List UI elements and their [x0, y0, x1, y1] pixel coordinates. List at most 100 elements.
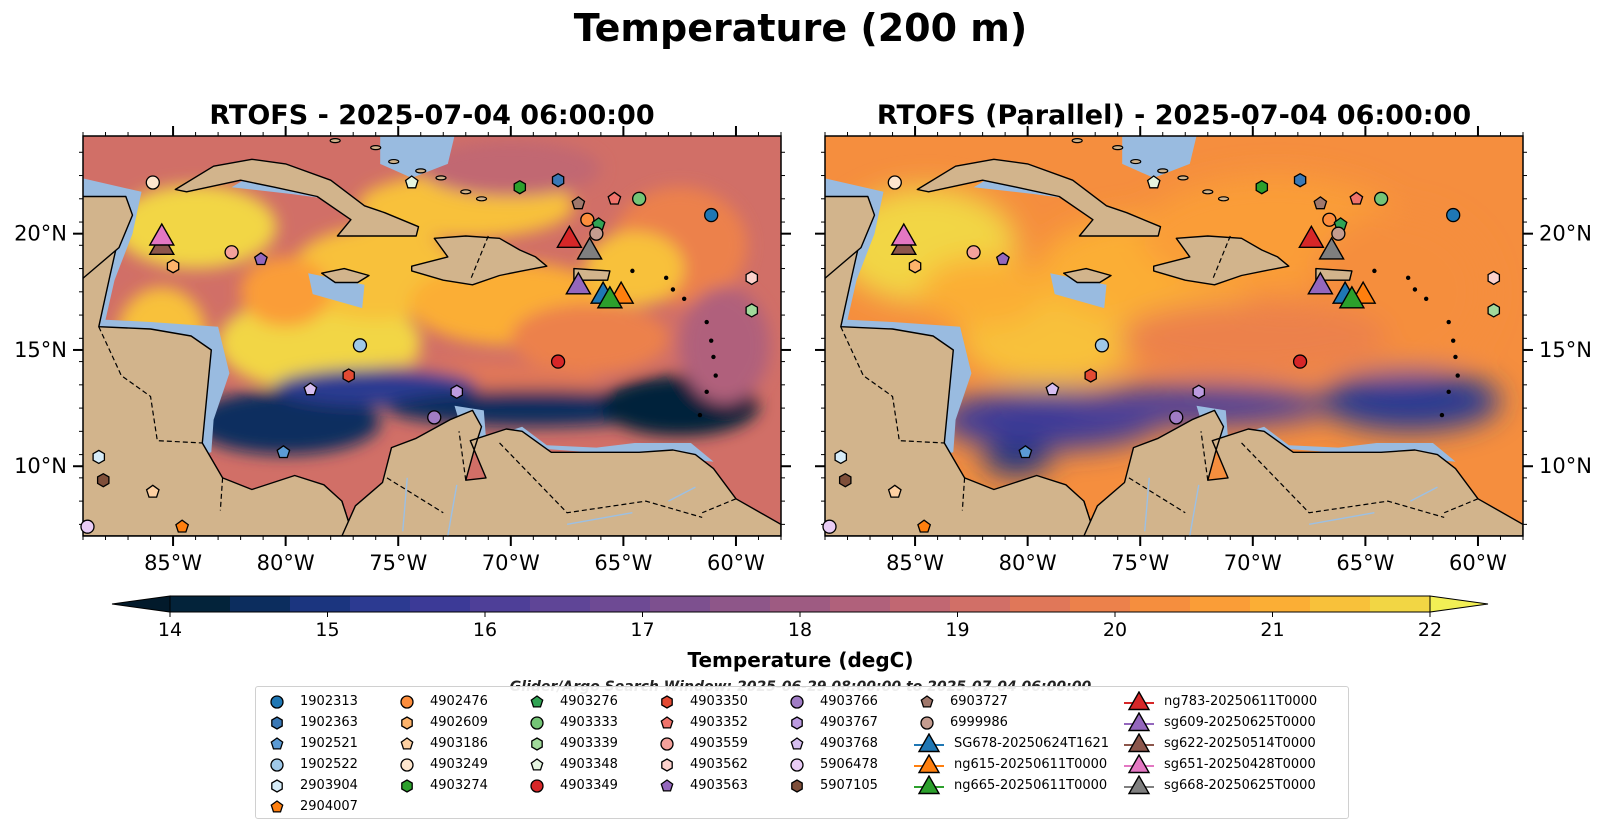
legend-label: 6999986	[950, 715, 1008, 730]
legend-label: 1902522	[300, 757, 358, 772]
float-marker-4903352	[607, 191, 622, 205]
x-tick-label: 80°W	[257, 551, 315, 575]
legend-marker-icon	[920, 715, 934, 730]
legend-marker-icon	[920, 694, 934, 708]
legend-item-ng615: ng615-20250611T0000	[914, 753, 1109, 775]
float-marker-4903348	[404, 175, 419, 189]
y-tick-label: 20°N	[1539, 222, 1592, 246]
float-marker-4903563	[995, 252, 1010, 266]
colorbar-segment	[1250, 596, 1311, 612]
float-marker-4903562	[1487, 270, 1501, 286]
legend-marker-icon	[270, 757, 284, 772]
legend-label: ng665-20250611T0000	[954, 778, 1108, 793]
float-marker-1902363	[551, 172, 565, 188]
legend-label: 4903767	[820, 715, 878, 730]
colorbar-segment	[170, 596, 231, 612]
colorbar-segment	[350, 596, 411, 612]
colorbar-label: Temperature (degC)	[687, 648, 914, 672]
glider-marker-ng665	[596, 285, 624, 309]
float-marker-4903766	[1169, 410, 1184, 425]
x-tick-label: 65°W	[1336, 551, 1394, 575]
legend-column: 4903350 4903352 4903559 4903562 4903563	[654, 691, 748, 796]
float-marker-4903349	[1292, 354, 1308, 369]
figure-title: Temperature (200 m)	[573, 6, 1028, 50]
legend: 1902313 1902363 1902521 1902522 2903904 29040…	[255, 686, 1349, 819]
glider-marker-ng783	[556, 224, 583, 249]
float-marker-6999986	[589, 226, 604, 241]
legend-marker-icon	[791, 778, 803, 793]
x-tick-label: 85°W	[144, 551, 202, 575]
legend-item-sg678: SG678-20250624T1621	[914, 732, 1110, 754]
float-marker-4903274	[1255, 179, 1269, 195]
float-marker-5907105	[96, 472, 110, 488]
colorbar-segment	[830, 596, 891, 612]
float-marker-1902313	[704, 207, 719, 223]
colorbar-tick-label: 15	[315, 619, 339, 641]
colorbar-segment	[1070, 596, 1131, 612]
y-tick-label: 15°N	[1539, 338, 1592, 362]
float-marker-4903559	[224, 245, 239, 260]
float-marker-5907105	[838, 472, 852, 488]
legend-label: 5907105	[820, 778, 878, 793]
float-marker-2903904	[92, 449, 106, 465]
float-marker-4903186	[145, 484, 160, 498]
legend-item-1902522: 1902522	[264, 754, 358, 775]
float-marker-4903339	[1487, 303, 1501, 318]
colorbar-segment	[890, 596, 951, 612]
legend-label: SG678-20250624T1621	[954, 736, 1110, 751]
legend-column: 6903727 6999986 SG678-20250624T1621 ng615-2…	[914, 691, 1109, 796]
colorbar-segment	[290, 596, 351, 612]
legend-marker-icon	[1127, 711, 1151, 731]
legend-marker-icon	[661, 757, 673, 772]
legend-label: 4903352	[690, 715, 748, 730]
legend-item-4903562: 4903562	[654, 754, 748, 775]
float-marker-4903249	[887, 175, 902, 190]
legend-item-6903727: 6903727	[914, 691, 1109, 712]
colorbar-segment	[770, 596, 831, 612]
legend-marker-icon	[790, 694, 804, 709]
float-marker-6903727	[571, 196, 586, 210]
legend-marker-icon	[917, 774, 941, 794]
colorbar-segment	[230, 596, 291, 612]
float-marker-1902363	[1293, 172, 1307, 188]
legend-label: 4903333	[560, 715, 618, 730]
legend-marker-icon	[270, 799, 284, 813]
x-tick-label: 70°W	[1224, 551, 1282, 575]
x-tick-label: 60°W	[707, 551, 765, 575]
colorbar-segment	[1370, 596, 1431, 612]
float-marker-1902521	[1018, 444, 1033, 459]
legend-label: sg622-20250514T0000	[1164, 736, 1316, 751]
legend-label: 4903562	[690, 757, 748, 772]
legend-marker-icon	[271, 778, 283, 793]
colorbar-segment	[1010, 596, 1071, 612]
legend-marker-icon	[660, 736, 674, 751]
colorbar-tick-label: 19	[945, 619, 969, 641]
float-marker-1902313	[1446, 207, 1461, 223]
float-marker-4902609	[908, 258, 922, 274]
legend-item-4903249: 4903249	[394, 754, 488, 775]
legend-marker-icon	[531, 736, 543, 751]
float-marker-1902521	[276, 444, 291, 459]
float-marker-4903350	[1084, 368, 1097, 383]
glider-marker-sg668	[576, 236, 603, 260]
legend-item-1902363: 1902363	[264, 712, 358, 733]
float-marker-4902476	[1322, 212, 1337, 227]
x-tick-label: 65°W	[594, 551, 652, 575]
legend-label: 4903563	[690, 778, 748, 793]
legend-item-4903276: 4903276	[524, 691, 618, 712]
legend-marker-icon	[530, 694, 544, 708]
legend-item-sg668: sg668-20250625T0000	[1124, 774, 1317, 796]
legend-label: 6903727	[950, 694, 1008, 709]
float-marker-4903563	[253, 252, 268, 266]
float-marker-4903767	[1192, 384, 1206, 400]
colorbar-segment	[590, 596, 651, 612]
colorbar-segment	[950, 596, 1011, 612]
glider-marker-sg651	[890, 222, 918, 246]
legend-marker-icon	[1127, 690, 1151, 710]
legend-label: 4903766	[820, 694, 878, 709]
legend-marker-icon	[530, 778, 544, 793]
float-marker-5906478	[822, 519, 837, 534]
legend-marker-icon	[400, 736, 414, 750]
float-marker-4903349	[550, 354, 566, 369]
